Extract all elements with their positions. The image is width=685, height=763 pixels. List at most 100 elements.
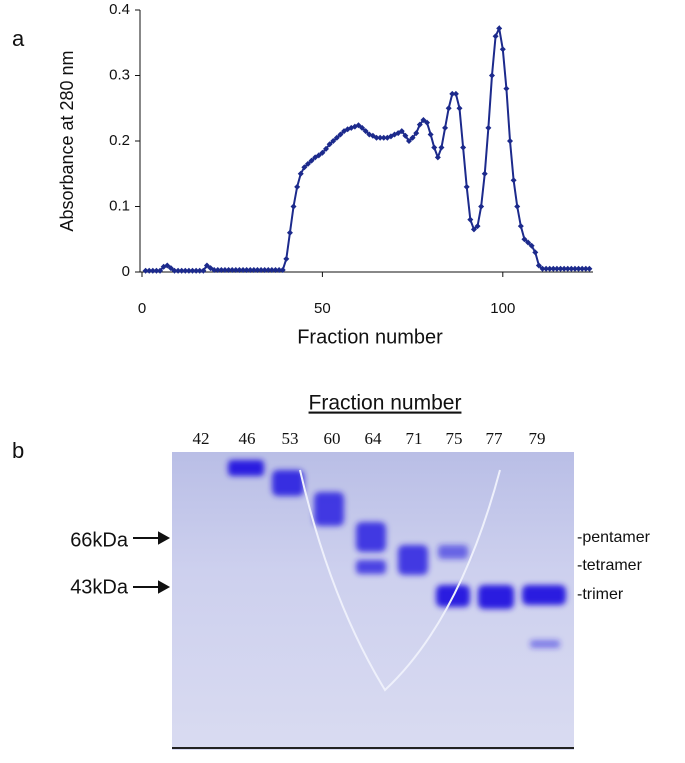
- data-point: [413, 130, 420, 137]
- data-point: [460, 144, 467, 151]
- x-tick-label: 100: [490, 300, 515, 317]
- gel-title: Fraction number: [309, 392, 462, 415]
- data-point: [488, 72, 495, 79]
- data-point: [442, 124, 449, 131]
- data-line: [145, 24, 590, 272]
- band-label: -pentamer: [577, 529, 651, 546]
- data-point: [221, 267, 228, 274]
- data-point: [521, 236, 528, 243]
- data-point: [250, 267, 257, 274]
- data-point: [146, 267, 153, 274]
- data-point: [268, 267, 275, 274]
- data-point: [463, 183, 470, 190]
- data-point: [304, 160, 311, 167]
- data-point: [142, 267, 149, 274]
- data-point: [424, 119, 431, 126]
- data-point: [409, 134, 416, 141]
- data-point: [297, 170, 304, 177]
- x-tick-label: 0: [138, 300, 146, 317]
- data-point: [236, 267, 243, 274]
- data-point: [218, 267, 225, 274]
- data-point: [402, 132, 409, 139]
- data-point: [434, 154, 441, 161]
- data-point: [474, 223, 481, 230]
- data-point: [517, 223, 524, 230]
- data-point: [229, 267, 236, 274]
- data-point: [496, 25, 503, 32]
- data-point: [290, 203, 297, 210]
- data-point: [398, 128, 405, 135]
- data-point: [431, 144, 438, 151]
- panel-label: a: [12, 26, 25, 51]
- data-point: [344, 126, 351, 133]
- data-point: [355, 122, 362, 129]
- data-point: [279, 267, 286, 274]
- y-tick-label: 0.2: [109, 132, 130, 149]
- data-point: [561, 265, 568, 272]
- data-point: [481, 170, 488, 177]
- data-point: [420, 117, 427, 124]
- data-point: [539, 265, 546, 272]
- data-point: [326, 141, 333, 148]
- data-point: [416, 121, 423, 128]
- lane-label: 75: [446, 429, 463, 448]
- marker-label: 43kDa: [70, 576, 129, 598]
- x-tick-label: 50: [314, 300, 331, 317]
- data-point: [182, 267, 189, 274]
- gel-image: [172, 452, 574, 750]
- data-point: [543, 265, 550, 272]
- lane-labels: 42 46 53 60 64 71 75 77 79: [193, 429, 546, 448]
- data-point: [380, 134, 387, 141]
- data-point: [153, 267, 160, 274]
- plot: 0 0.1 0.2 0.3 0.4 0 50 100: [109, 1, 593, 317]
- data-point: [203, 262, 210, 269]
- data-point: [261, 267, 268, 274]
- data-point: [510, 177, 517, 184]
- data-point: [272, 267, 279, 274]
- data-point: [467, 216, 474, 223]
- data-point: [171, 267, 178, 274]
- lane-label: 46: [239, 429, 256, 448]
- data-point: [449, 90, 456, 97]
- data-point: [405, 138, 412, 144]
- data-point: [359, 124, 366, 131]
- data-point: [514, 203, 521, 210]
- data-point: [550, 265, 557, 272]
- data-point: [232, 267, 239, 274]
- data-point: [286, 229, 293, 236]
- data-point: [373, 134, 380, 141]
- data-point: [301, 164, 308, 171]
- data-point: [258, 267, 265, 274]
- data-point: [175, 267, 182, 274]
- data-point: [427, 131, 434, 138]
- data-point: [333, 134, 340, 141]
- data-point: [214, 267, 221, 274]
- data-point: [254, 267, 261, 274]
- y-tick-label: 0.3: [109, 66, 130, 83]
- data-point: [557, 265, 564, 272]
- data-point: [211, 267, 218, 274]
- band-label: -tetramer: [577, 557, 643, 574]
- band-label: -trimer: [577, 586, 624, 603]
- data-point: [283, 255, 290, 262]
- data-point: [532, 249, 539, 256]
- data-point: [377, 134, 384, 141]
- data-point: [337, 131, 344, 138]
- data-point: [445, 105, 452, 112]
- data-point: [157, 267, 164, 274]
- data-point: [579, 265, 586, 272]
- data-point: [568, 265, 575, 272]
- data-point: [525, 239, 532, 246]
- data-point: [452, 90, 459, 97]
- data-point: [507, 138, 514, 144]
- y-tick-label: 0.4: [109, 1, 130, 18]
- data-point: [499, 46, 506, 53]
- x-axis-label: Fraction number: [297, 326, 443, 348]
- data-point: [247, 267, 254, 274]
- data-point: [586, 265, 593, 272]
- data-point: [319, 149, 326, 156]
- data-point: [196, 267, 203, 274]
- data-point: [315, 152, 322, 159]
- data-point: [294, 183, 301, 190]
